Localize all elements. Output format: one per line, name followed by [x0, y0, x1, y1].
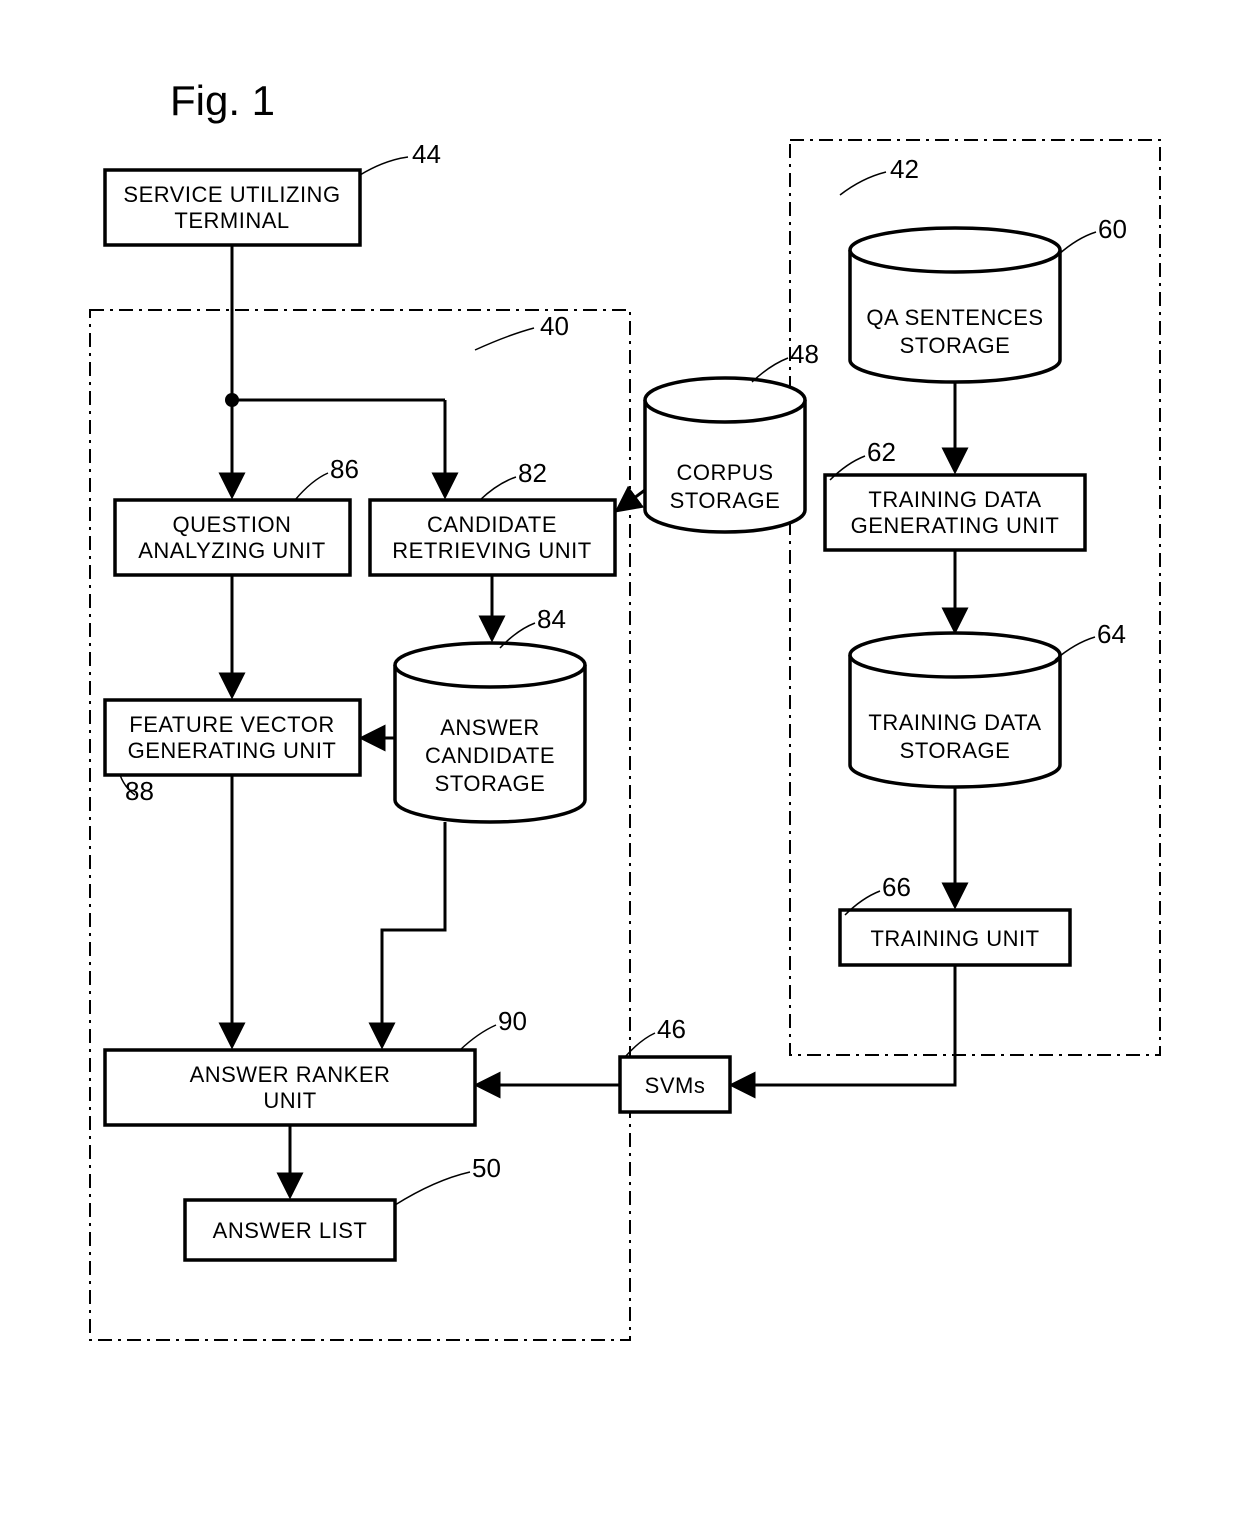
service-terminal-block: SERVICE UTILIZING TERMINAL 44 [105, 139, 441, 245]
service-terminal-num: 44 [412, 139, 441, 169]
svms-block: SVMs 46 [620, 1014, 730, 1112]
qa-num: 60 [1098, 214, 1127, 244]
answer-list-num: 50 [472, 1153, 501, 1183]
figure-title: Fig. 1 [170, 77, 275, 124]
question-analyzing-block: QUESTION ANALYZING UNIT 86 [115, 454, 359, 575]
qa-label-1: QA SENTENCES [866, 305, 1043, 330]
corpus-storage-cylinder: CORPUS STORAGE 48 [645, 339, 819, 532]
feature-vector-label-2: GENERATING UNIT [128, 738, 337, 763]
answer-list-label: ANSWER LIST [213, 1218, 368, 1243]
answer-ranker-num: 90 [498, 1006, 527, 1036]
arrow-acs-to-ranker [382, 822, 445, 1045]
container-40 [90, 310, 630, 1340]
acs-label-2: CANDIDATE [425, 743, 555, 768]
tdg-label-1: TRAINING DATA [868, 487, 1041, 512]
tds-num: 64 [1097, 619, 1126, 649]
acs-label-3: STORAGE [435, 771, 546, 796]
tds-label-2: STORAGE [900, 738, 1011, 763]
question-analyzing-label-2: ANALYZING UNIT [138, 538, 326, 563]
tds-label-1: TRAINING DATA [868, 710, 1041, 735]
candidate-retrieving-label-2: RETRIEVING UNIT [392, 538, 591, 563]
answer-list-block: ANSWER LIST 50 [185, 1153, 501, 1260]
answer-candidate-cylinder: ANSWER CANDIDATE STORAGE 84 [395, 604, 585, 822]
candidate-retrieving-label-1: CANDIDATE [427, 512, 557, 537]
svms-label: SVMs [645, 1073, 706, 1098]
corpus-label-2: STORAGE [670, 488, 781, 513]
candidate-retrieving-block: CANDIDATE RETRIEVING UNIT 82 [370, 458, 615, 575]
arrow-corpus-to-candidate [618, 490, 645, 510]
svms-num: 46 [657, 1014, 686, 1044]
tdg-num: 62 [867, 437, 896, 467]
candidate-retrieving-num: 82 [518, 458, 547, 488]
corpus-num: 48 [790, 339, 819, 369]
qa-label-2: STORAGE [900, 333, 1011, 358]
container-40-label: 40 [540, 311, 569, 341]
training-unit-num: 66 [882, 872, 911, 902]
answer-ranker-label-2: UNIT [263, 1088, 316, 1113]
qa-sentences-cylinder: QA SENTENCES STORAGE 60 [850, 214, 1127, 382]
question-analyzing-num: 86 [330, 454, 359, 484]
answer-ranker-block: ANSWER RANKER UNIT 90 [105, 1006, 527, 1125]
container-40-label-lead: 40 [475, 311, 569, 350]
feature-vector-label-1: FEATURE VECTOR [129, 712, 334, 737]
acs-label-1: ANSWER [440, 715, 540, 740]
answer-ranker-label-1: ANSWER RANKER [190, 1062, 391, 1087]
acs-num: 84 [537, 604, 566, 634]
arrow-tu-to-svms [733, 965, 955, 1085]
question-analyzing-label-1: QUESTION [173, 512, 292, 537]
service-terminal-label-1: SERVICE UTILIZING [123, 182, 340, 207]
corpus-label-1: CORPUS [676, 460, 773, 485]
container-42-label: 42 [890, 154, 919, 184]
container-42-label-lead: 42 [840, 154, 919, 195]
tdg-label-2: GENERATING UNIT [851, 513, 1060, 538]
diagram-canvas: Fig. 1 30 40 42 SERVICE UTILIZING TERMIN… [0, 0, 1240, 1521]
training-unit-label: TRAINING UNIT [870, 926, 1039, 951]
service-terminal-label-2: TERMINAL [174, 208, 289, 233]
training-data-storage-cylinder: TRAINING DATA STORAGE 64 [850, 619, 1126, 787]
